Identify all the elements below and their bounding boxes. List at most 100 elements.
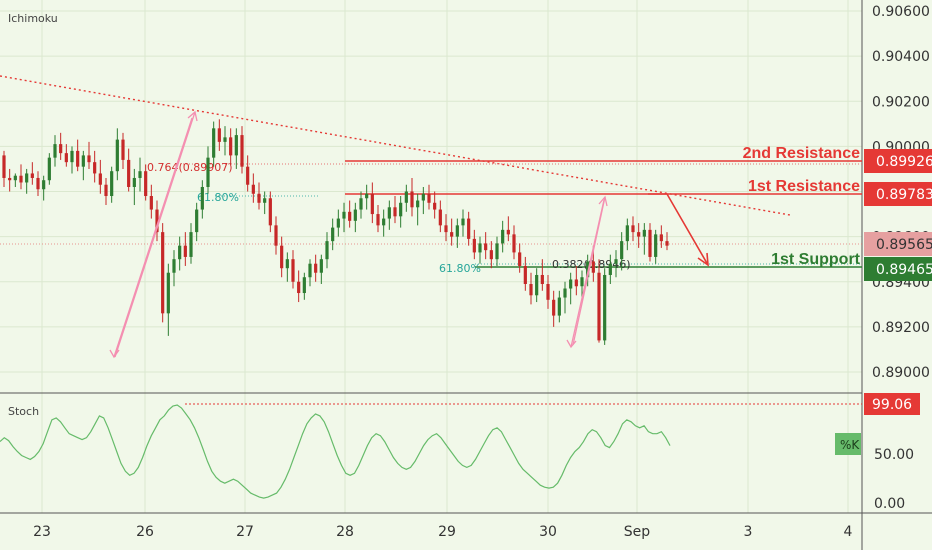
candle-body <box>642 229 646 237</box>
time-tick: Sep <box>624 524 651 540</box>
candle-body <box>348 211 352 221</box>
candle-body <box>93 162 97 174</box>
fib-label-0764: 0.764(0.89907) <box>147 161 233 174</box>
indicator-label: Ichimoku <box>8 12 58 25</box>
candle-body <box>591 261 595 273</box>
candle-body <box>257 193 261 203</box>
candle-body <box>580 277 584 287</box>
candle-body <box>110 171 114 197</box>
candle-body <box>98 173 102 185</box>
candle-body <box>64 153 68 163</box>
candle-body <box>614 259 618 264</box>
candle-body <box>291 259 295 282</box>
price-tick: 0.90600 <box>872 4 930 20</box>
price-tick: 0.89000 <box>872 365 930 381</box>
stoch-tick-50: 50.00 <box>874 447 914 463</box>
candle-body <box>121 139 125 160</box>
time-tick: 30 <box>539 524 557 540</box>
candle-body <box>2 155 6 178</box>
candle-body <box>70 150 74 163</box>
candle-body <box>563 288 567 298</box>
stoch-k-line <box>0 404 671 499</box>
candle-body <box>268 198 272 226</box>
candle-body <box>76 150 80 167</box>
candle-body <box>586 261 590 278</box>
candle-body <box>206 157 210 187</box>
candle-body <box>518 252 522 266</box>
candle-body <box>506 229 510 235</box>
candle-body <box>127 159 131 187</box>
tag-stoch-level <box>864 393 920 415</box>
candle-body <box>189 232 193 257</box>
candle-body <box>212 128 216 158</box>
time-tick: 23 <box>33 524 51 540</box>
candle-body <box>149 196 153 210</box>
candle-body <box>557 297 561 316</box>
candle-body <box>302 277 306 294</box>
tag-1st-resistance <box>864 182 932 206</box>
swing-arrow-down-2 <box>570 199 605 348</box>
candle-body <box>461 218 465 226</box>
candle-body <box>47 157 51 181</box>
candle-body <box>359 198 363 210</box>
candle-body <box>484 243 488 251</box>
time-tick: 28 <box>336 524 354 540</box>
candles <box>2 119 669 345</box>
time-tick: 4 <box>844 524 853 540</box>
swing-arrow-down-1 <box>113 117 193 358</box>
stoch-k-badge-text: %K <box>840 438 860 452</box>
candle-body <box>489 250 493 260</box>
candle-body <box>546 284 550 300</box>
tag-2nd-resistance <box>864 149 932 173</box>
candle-body <box>512 234 516 253</box>
candle-body <box>603 274 607 341</box>
candle-body <box>387 207 391 219</box>
candle-body <box>433 202 437 210</box>
candle-body <box>495 243 499 260</box>
candle-body <box>161 232 165 314</box>
candle-body <box>404 191 408 203</box>
candle-body <box>654 234 658 257</box>
fib-label-618-lower: 61.80% <box>439 262 481 275</box>
tag-1st-resistance-text: 0.89783 <box>876 187 932 203</box>
candle-body <box>552 299 556 316</box>
candle-body <box>144 171 148 197</box>
candle-body <box>297 281 301 294</box>
swing-arrows <box>109 110 608 359</box>
candle-body <box>523 265 527 285</box>
candle-body <box>274 225 278 246</box>
tag-1st-support <box>864 257 932 281</box>
candle-body <box>540 274 544 285</box>
candle-body <box>59 144 63 154</box>
candle-body <box>427 193 431 203</box>
candle-body <box>308 263 312 278</box>
time-tick: 3 <box>744 524 753 540</box>
candle-body <box>217 128 221 142</box>
candle-body <box>637 232 641 237</box>
candle-body <box>234 135 238 156</box>
candle-body <box>172 259 176 273</box>
candle-body <box>467 218 471 239</box>
candle-body <box>648 229 652 257</box>
stoch-label: Stoch <box>8 405 39 418</box>
candle-body <box>19 175 23 183</box>
candle-body <box>132 177 136 187</box>
candle-body <box>399 202 403 217</box>
candle-body <box>569 279 573 289</box>
projection-arrow-head <box>697 252 709 267</box>
candle-body <box>104 184 108 197</box>
candle-body <box>138 171 142 178</box>
label-1st-resistance: 1st Resistance <box>748 178 860 195</box>
time-tick: 27 <box>236 524 254 540</box>
time-tick: 29 <box>438 524 456 540</box>
fib-label-618-upper: 61.80% <box>197 191 239 204</box>
candle-body <box>200 186 204 210</box>
candle-body <box>229 137 233 156</box>
candle-body <box>608 263 612 275</box>
descending-trendline <box>0 75 791 216</box>
candle-body <box>195 209 199 233</box>
candle-body <box>240 135 244 167</box>
candle-body <box>342 211 346 219</box>
candle-body <box>25 173 29 183</box>
